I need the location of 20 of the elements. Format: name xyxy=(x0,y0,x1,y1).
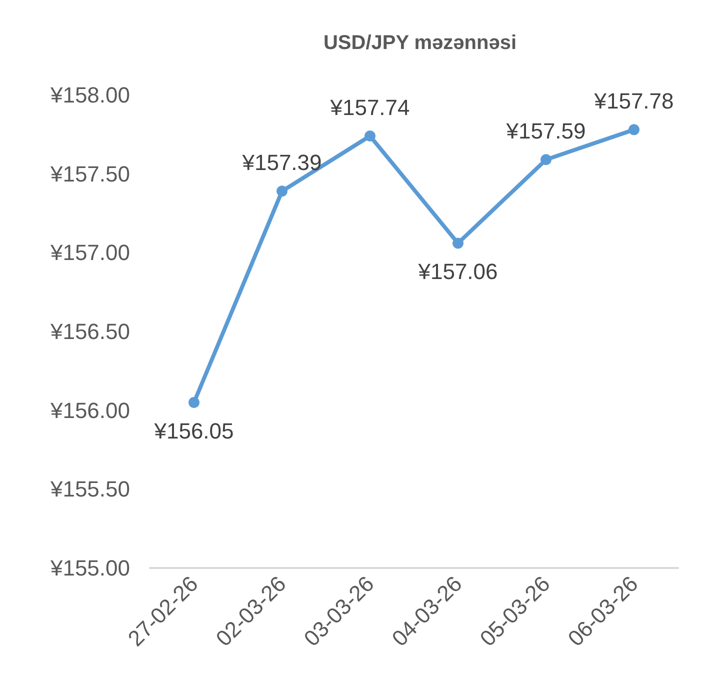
point xyxy=(364,130,376,142)
data-label: ¥157.59 xyxy=(505,118,586,144)
data-label: ¥157.39 xyxy=(241,150,322,176)
data-label: ¥156.05 xyxy=(153,418,234,444)
point xyxy=(276,186,288,197)
point xyxy=(452,238,464,249)
point xyxy=(628,124,640,136)
point xyxy=(188,396,200,408)
point xyxy=(540,154,552,166)
y-tick-label: ¥157.50 xyxy=(49,161,130,186)
y-tick-label: ¥155.00 xyxy=(49,556,130,580)
chart-title: USD/JPY məzənnəsi xyxy=(323,32,517,54)
data-label: ¥157.78 xyxy=(593,88,674,114)
data-label: ¥157.06 xyxy=(417,259,498,284)
y-tick-label: ¥155.50 xyxy=(49,476,130,502)
data-label: ¥157.74 xyxy=(329,94,410,120)
y-tick-label: ¥158.00 xyxy=(49,82,130,108)
y-tick-label: ¥157.00 xyxy=(49,240,130,266)
y-tick-label: ¥156.00 xyxy=(49,398,130,423)
y-tick-label: ¥156.50 xyxy=(49,319,130,344)
